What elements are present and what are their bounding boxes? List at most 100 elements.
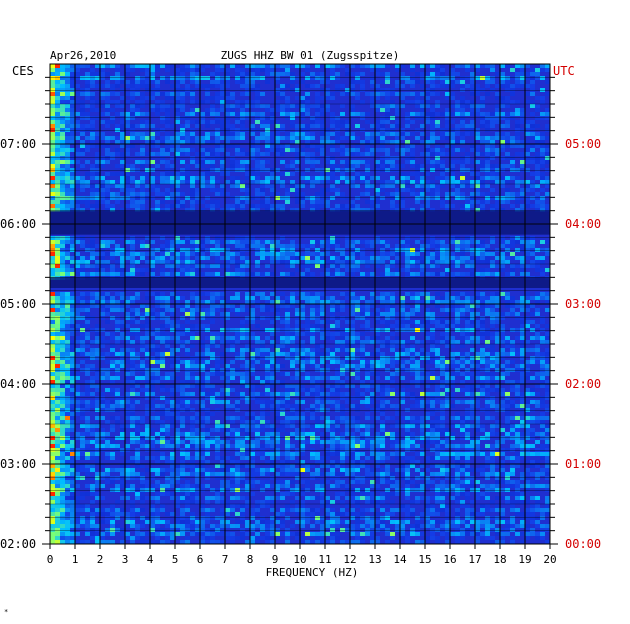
heatmap-cell <box>500 336 505 340</box>
heatmap-cell <box>425 292 430 296</box>
heatmap-cell <box>310 300 315 304</box>
heatmap-cell <box>470 296 475 300</box>
heatmap-cell <box>85 304 90 308</box>
heatmap-cell <box>250 156 255 160</box>
heatmap-cell <box>55 176 60 180</box>
heatmap-cell <box>225 112 230 116</box>
heatmap-cell <box>440 340 445 344</box>
heatmap-cell <box>545 292 550 296</box>
heatmap-cell <box>55 140 60 144</box>
heatmap-cell <box>275 392 280 396</box>
heatmap-cell <box>175 112 180 116</box>
heatmap-cell <box>435 292 440 296</box>
heatmap-cell <box>440 112 445 116</box>
heatmap-cell <box>50 256 55 260</box>
heatmap-cell <box>50 76 55 80</box>
heatmap-cell <box>435 72 440 76</box>
heatmap-cell <box>495 328 500 332</box>
heatmap-cell <box>170 268 175 272</box>
heatmap-cell <box>50 236 55 240</box>
heatmap-cell <box>340 196 345 200</box>
heatmap-cell <box>430 80 435 84</box>
heatmap-cell <box>290 264 295 268</box>
heatmap-cell <box>435 148 440 152</box>
heatmap-cell <box>175 108 180 112</box>
heatmap-cell <box>205 84 210 88</box>
heatmap-cell <box>75 392 80 396</box>
heatmap-cell <box>395 244 400 248</box>
heatmap-cell <box>495 332 500 336</box>
heatmap-cell <box>290 240 295 244</box>
heatmap-cell <box>465 308 470 312</box>
heatmap-cell <box>435 356 440 360</box>
heatmap-cell <box>125 352 130 356</box>
heatmap-cell <box>475 300 480 304</box>
heatmap-cell <box>345 256 350 260</box>
heatmap-cell <box>195 300 200 304</box>
heatmap-cell <box>520 356 525 360</box>
heatmap-cell <box>195 364 200 368</box>
heatmap-cell <box>540 380 545 384</box>
heatmap-cell <box>330 168 335 172</box>
heatmap-cell <box>105 160 110 164</box>
heatmap-cell <box>295 132 300 136</box>
heatmap-cell <box>525 152 530 156</box>
heatmap-cell <box>200 380 205 384</box>
heatmap-cell <box>225 264 230 268</box>
heatmap-cell <box>245 380 250 384</box>
heatmap-cell <box>100 252 105 256</box>
heatmap-cell <box>285 256 290 260</box>
heatmap-cell <box>50 316 55 320</box>
heatmap-cell <box>235 372 240 376</box>
heatmap-cell <box>485 248 490 252</box>
heatmap-cell <box>200 140 205 144</box>
heatmap-cell <box>335 304 340 308</box>
heatmap-cell <box>170 328 175 332</box>
heatmap-cell <box>185 116 190 120</box>
heatmap-cell <box>70 300 75 304</box>
heatmap-cell <box>465 292 470 296</box>
heatmap-cell <box>135 168 140 172</box>
heatmap-cell <box>500 196 505 200</box>
heatmap-cell <box>375 372 380 376</box>
heatmap-cell <box>70 328 75 332</box>
heatmap-cell <box>215 272 220 276</box>
heatmap-cell <box>220 388 225 392</box>
heatmap-cell <box>390 128 395 132</box>
heatmap-cell <box>255 116 260 120</box>
heatmap-cell <box>250 196 255 200</box>
heatmap-cell <box>90 176 95 180</box>
heatmap-cell <box>525 240 530 244</box>
heatmap-cell <box>105 208 110 212</box>
heatmap-cell <box>465 272 470 276</box>
heatmap-cell <box>440 152 445 156</box>
heatmap-cell <box>95 204 100 208</box>
heatmap-cell <box>420 380 425 384</box>
heatmap-cell <box>70 368 75 372</box>
heatmap-cell <box>320 148 325 152</box>
heatmap-cell <box>225 120 230 124</box>
heatmap-cell <box>510 348 515 352</box>
heatmap-cell <box>235 104 240 108</box>
heatmap-cell <box>185 164 190 168</box>
heatmap-cell <box>495 264 500 268</box>
heatmap-cell <box>330 312 335 316</box>
heatmap-cell <box>305 168 310 172</box>
heatmap-cell <box>325 392 330 396</box>
heatmap-cell <box>210 208 215 212</box>
heatmap-cell <box>500 256 505 260</box>
heatmap-cell <box>520 188 525 192</box>
heatmap-cell <box>205 272 210 276</box>
heatmap-cell <box>180 324 185 328</box>
heatmap-cell <box>60 132 65 136</box>
heatmap-cell <box>105 80 110 84</box>
heatmap-cell <box>230 168 235 172</box>
heatmap-cell <box>525 296 530 300</box>
heatmap-cell <box>50 248 55 252</box>
heatmap-cell <box>465 316 470 320</box>
heatmap-cell <box>475 200 480 204</box>
heatmap-cell <box>65 348 70 352</box>
heatmap-cell <box>415 136 420 140</box>
heatmap-cell <box>505 244 510 248</box>
heatmap-cell <box>90 340 95 344</box>
